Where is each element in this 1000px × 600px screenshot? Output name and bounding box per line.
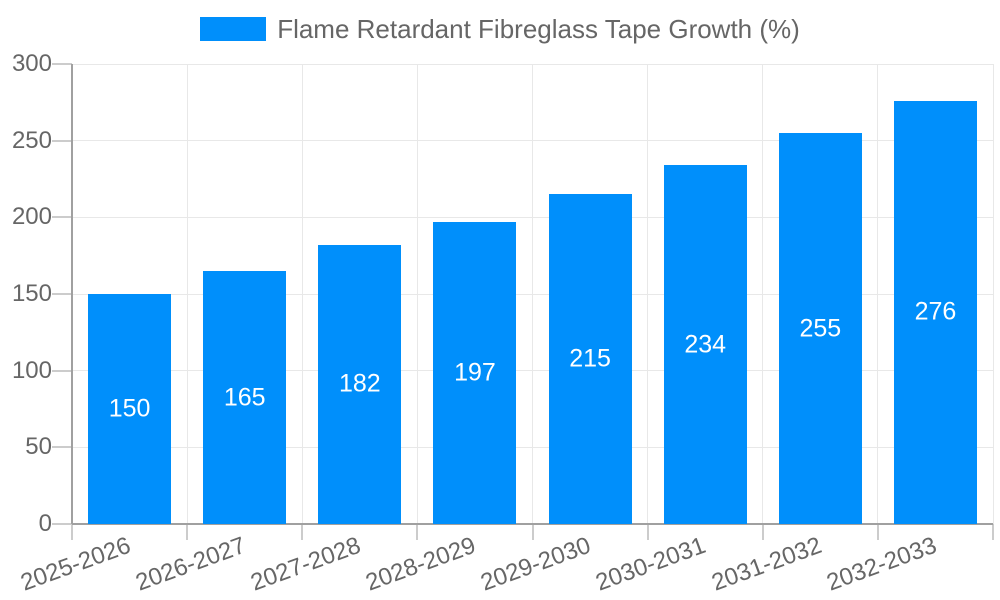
y-axis-tick (52, 216, 72, 219)
bar[interactable]: 150 (88, 294, 172, 524)
y-axis-tick (52, 523, 72, 525)
bar[interactable]: 197 (433, 221, 517, 524)
chart-legend: Flame Retardant Fibreglass Tape Growth (… (0, 14, 1000, 44)
bar-value-label: 197 (454, 358, 496, 387)
gridline-vertical (301, 64, 303, 524)
y-tick-label: 300 (11, 50, 52, 77)
bar[interactable]: 165 (203, 271, 287, 524)
bar[interactable]: 234 (663, 165, 747, 524)
bar-value-label: 182 (338, 369, 381, 398)
y-tick-label: 250 (11, 126, 52, 154)
x-axis-tick (876, 524, 879, 540)
bar-value-label: 215 (569, 344, 611, 373)
legend-item[interactable]: Flame Retardant Fibreglass Tape Growth (… (200, 14, 800, 44)
gridline-vertical (762, 64, 764, 524)
y-tick-label: 0 (38, 510, 52, 537)
x-axis-tick (992, 524, 994, 540)
y-axis-tick (52, 139, 72, 142)
bar-value-label: 165 (223, 383, 266, 411)
x-axis-tick (301, 524, 304, 540)
bar[interactable]: 255 (778, 133, 862, 524)
gridline-vertical (532, 64, 533, 524)
y-axis-tick (52, 63, 72, 65)
x-tick-label: 2026-2027 (132, 531, 250, 597)
y-axis-line (71, 64, 73, 524)
y-tick-label: 50 (25, 433, 52, 461)
bar-value-label: 234 (684, 330, 727, 359)
y-axis-tick (52, 446, 72, 449)
y-axis-tick (52, 293, 72, 295)
bar-value-label: 276 (914, 297, 957, 326)
legend-label: Flame Retardant Fibreglass Tape Growth (… (277, 14, 800, 44)
x-tick-label: 2030-2031 (592, 531, 710, 597)
x-axis-tick (531, 524, 534, 540)
y-tick-label: 200 (11, 203, 52, 231)
gridline-vertical (877, 64, 879, 524)
x-axis-tick (761, 524, 764, 540)
x-axis-line (72, 523, 993, 525)
bar[interactable]: 182 (318, 244, 402, 524)
bar[interactable]: 276 (893, 100, 977, 524)
x-tick-label: 2027-2028 (247, 531, 365, 597)
y-axis-tick (52, 369, 72, 372)
y-tick-label: 100 (11, 356, 52, 384)
bar[interactable]: 215 (548, 194, 632, 524)
y-tick-label: 150 (11, 280, 52, 307)
gridline-vertical (186, 64, 188, 524)
x-tick-label: 2028-2029 (362, 531, 480, 597)
gridline-vertical (416, 64, 418, 524)
legend-swatch-icon (200, 17, 267, 41)
x-axis-tick (186, 524, 189, 540)
bar-value-label: 150 (108, 394, 151, 423)
x-tick-label: 2032-2033 (822, 531, 940, 597)
x-axis-tick (71, 524, 73, 540)
x-tick-label: 2029-2030 (477, 531, 595, 597)
x-axis-tick (646, 524, 649, 540)
x-tick-label: 2025-2026 (16, 531, 135, 597)
x-axis-tick (416, 524, 419, 540)
gridline-vertical (647, 64, 649, 524)
bar-value-label: 255 (799, 314, 842, 342)
gridline-vertical (992, 64, 994, 524)
x-tick-label: 2031-2032 (707, 531, 825, 597)
